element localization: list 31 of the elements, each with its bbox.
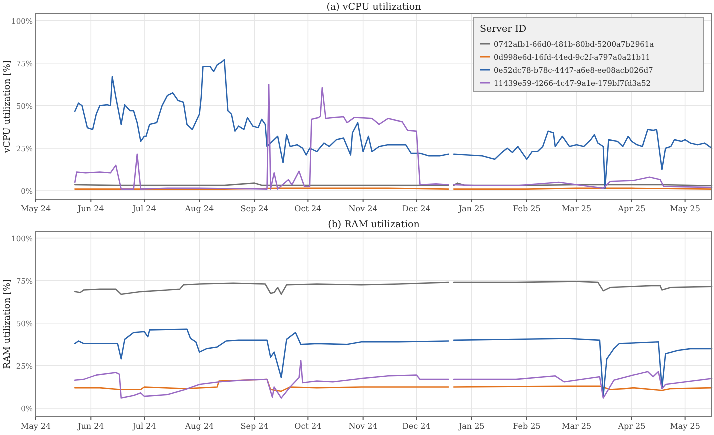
x-tick-label: May 24	[20, 422, 52, 431]
legend-title: Server ID	[480, 24, 527, 35]
x-tick-label: Oct 24	[294, 204, 322, 214]
x-tick-label: May 25	[670, 204, 700, 214]
x-tick-label: Dec 24	[402, 422, 431, 431]
x-tick-label: Nov 24	[348, 422, 378, 431]
x-tick-label: Dec 24	[402, 204, 431, 214]
x-tick-label: Nov 24	[348, 204, 378, 214]
x-tick-label: Jul 24	[132, 204, 156, 214]
y-axis-title: vCPU utilization [%]	[3, 60, 13, 154]
y-axis-title: RAM utilization [%]	[3, 279, 13, 370]
chart-title: (a) vCPU utilization	[326, 2, 422, 13]
x-tick-label: May 25	[670, 422, 700, 431]
x-tick-label: Aug 24	[184, 422, 214, 431]
x-tick-label: Sep 24	[240, 422, 269, 431]
x-tick-label: Oct 24	[294, 422, 322, 431]
x-tick-label: Mar 25	[562, 204, 592, 214]
x-tick-label: Feb 25	[513, 204, 541, 214]
x-tick-label: Mar 25	[562, 422, 592, 431]
x-tick-label: Feb 25	[513, 422, 541, 431]
x-tick-label: Jun 24	[77, 422, 104, 431]
x-tick-label: Jan 25	[458, 422, 485, 431]
x-tick-label: Jan 25	[458, 204, 485, 214]
chart-title: (b) RAM utilization	[328, 220, 420, 230]
x-tick-label: Sep 24	[240, 204, 269, 214]
x-tick-label: Aug 24	[184, 204, 214, 214]
x-tick-label: Jun 24	[77, 204, 104, 214]
x-tick-label: Jul 24	[132, 422, 156, 431]
x-tick-label: May 24	[20, 204, 52, 214]
x-tick-label: Apr 25	[617, 204, 646, 214]
x-tick-label: Apr 25	[617, 422, 646, 431]
